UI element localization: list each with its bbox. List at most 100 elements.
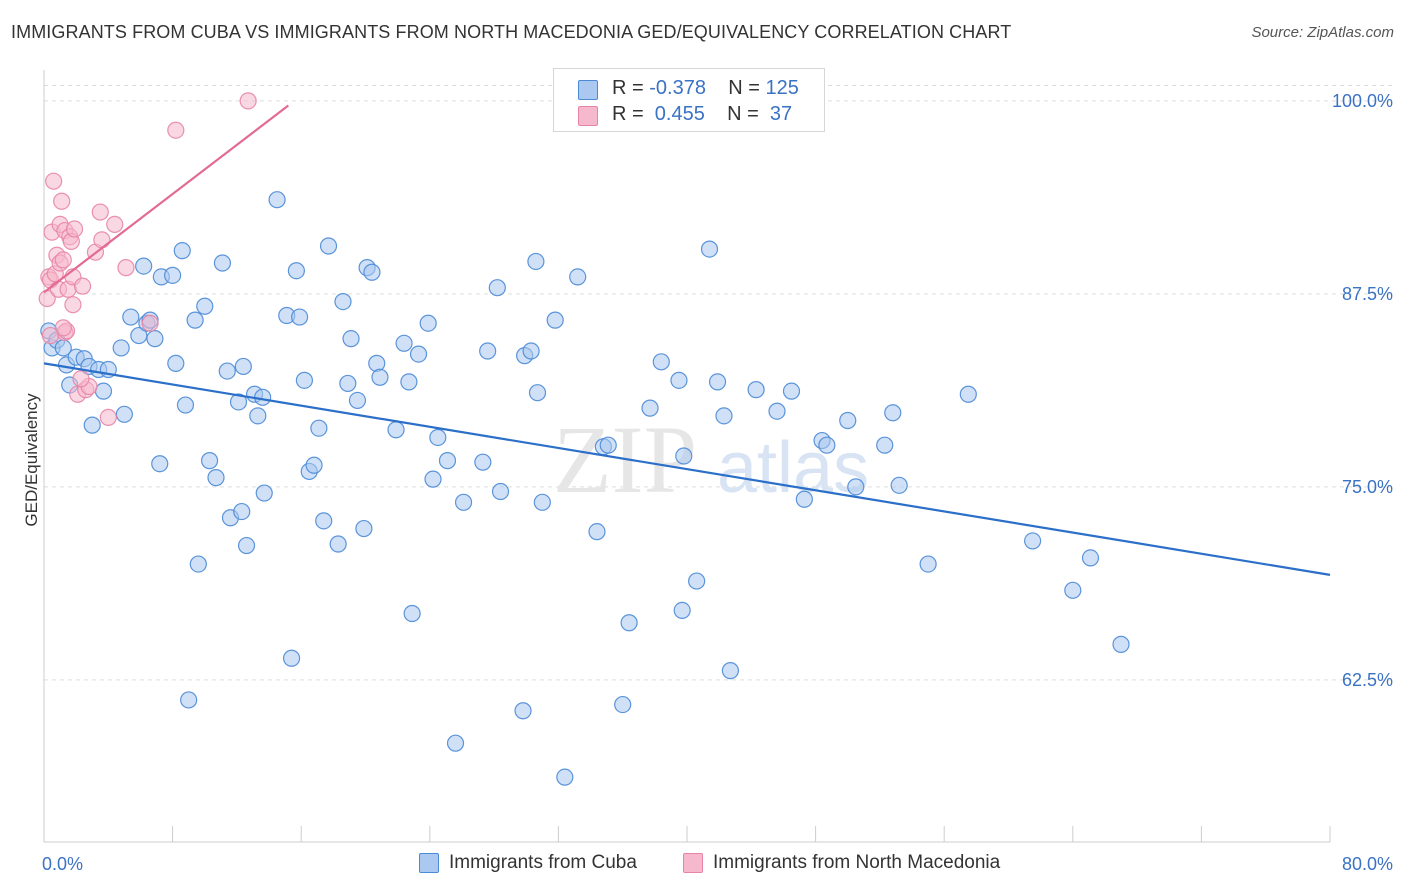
source-credit: Source: ZipAtlas.com: [1251, 24, 1394, 41]
cuba-point-62: [363, 263, 381, 281]
cuba-point-70: [419, 314, 437, 332]
cuba-point-87: [556, 768, 574, 786]
cuba-point-111: [847, 478, 865, 496]
cuba-point-92: [614, 695, 632, 714]
legend-swatch-macedonia: [683, 853, 703, 873]
cuba-point-71: [424, 470, 442, 488]
macedonia-point-29: [106, 215, 124, 233]
macedonia-point-30: [117, 259, 135, 277]
cuba-point-27: [180, 691, 198, 709]
cuba-point-77: [479, 342, 497, 360]
cuba-point-114: [890, 476, 908, 494]
cuba-point-37: [233, 502, 251, 521]
stats-r-label: R =: [612, 77, 644, 99]
cuba-point-85: [533, 493, 551, 511]
stats-r-label: R =: [612, 103, 644, 125]
cuba-point-31: [200, 452, 219, 470]
y-tick-label-0: 62.5%: [1342, 670, 1393, 690]
cuba-point-82: [522, 342, 540, 360]
cuba-point-53: [315, 512, 333, 530]
macedonia-point-26: [91, 203, 109, 221]
macedonia-point-22: [73, 277, 92, 295]
macedonia-point-34: [54, 319, 72, 337]
cuba-point-9: [83, 416, 101, 434]
macedonia-point-36: [72, 370, 90, 388]
cuba-point-69: [409, 345, 428, 363]
cuba-point-84: [528, 384, 547, 402]
cuba-point-116: [959, 385, 977, 403]
cuba-point-51: [305, 456, 323, 474]
cuba-point-48: [290, 308, 309, 326]
cuba-point-33: [213, 254, 232, 272]
stats-n-value-macedonia: 37: [764, 103, 793, 125]
cuba-point-39: [237, 536, 256, 555]
cuba-point-44: [268, 191, 286, 209]
cuba-point-104: [747, 381, 765, 399]
chart-title: IMMIGRANTS FROM CUBA VS IMMIGRANTS FROM …: [11, 22, 1012, 42]
x-tick-labels: 0.0% 80.0%: [42, 854, 1393, 874]
cuba-point-30: [196, 297, 214, 315]
cuba-point-15: [122, 308, 140, 326]
cuba-point-76: [474, 453, 492, 471]
cuba-point-24: [167, 354, 185, 372]
stats-r-value-cuba: -0.378: [649, 77, 706, 99]
cuba-point-46: [282, 649, 301, 667]
cuba-point-14: [115, 405, 133, 423]
y-tick-label-3: 100.0%: [1332, 91, 1393, 111]
cuba-point-26: [176, 396, 195, 414]
cuba-point-63: [368, 354, 386, 372]
cuba-point-16: [130, 326, 148, 345]
cuba-point-54: [319, 237, 338, 255]
cuba-point-80: [514, 702, 532, 720]
trend-lines: [43, 104, 1331, 576]
legend-label-cuba: Immigrants from Cuba: [449, 852, 637, 873]
cuba-point-110: [839, 411, 857, 430]
cuba-point-36: [229, 393, 248, 411]
macedonia-point-33: [239, 92, 257, 110]
macedonia-point-4: [45, 172, 63, 190]
cuba-point-103: [721, 662, 740, 680]
cuba-point-95: [652, 353, 670, 371]
cuba-point-79: [491, 482, 510, 501]
cuba-point-98: [675, 447, 693, 465]
cuba-point-28: [186, 311, 204, 329]
cuba-point-97: [673, 601, 691, 620]
macedonia-point-10: [53, 192, 71, 210]
cuba-point-17: [135, 257, 153, 275]
cuba-point-86: [546, 311, 564, 329]
cuba-point-115: [919, 555, 937, 573]
cuba-point-100: [700, 240, 719, 258]
cuba-point-41: [249, 407, 267, 425]
cuba-point-72: [429, 428, 447, 447]
cuba-point-106: [782, 382, 801, 400]
cuba-point-91: [599, 436, 617, 454]
stats-n-value-cuba: 125: [765, 77, 799, 99]
cuba-point-94: [641, 399, 659, 417]
cuba-point-78: [488, 279, 506, 297]
y-axis-label: GED/Equivalency: [22, 393, 41, 527]
cuba-point-59: [348, 391, 367, 410]
cuba-point-56: [334, 293, 352, 311]
cuba-point-73: [438, 452, 457, 470]
cuba-point-64: [371, 368, 389, 386]
cuba-point-119: [1081, 549, 1100, 567]
cuba-point-11: [94, 382, 113, 400]
cuba-point-47: [287, 262, 305, 280]
axes: [43, 70, 1331, 843]
cuba-point-102: [715, 407, 733, 425]
cuba-point-112: [876, 436, 894, 454]
cuba-point-38: [234, 357, 252, 376]
cuba-point-120: [1112, 635, 1130, 653]
cuba-point-25: [173, 242, 191, 260]
macedonia-point-18: [64, 296, 82, 314]
cuba-point-60: [355, 519, 373, 538]
cuba-point-74: [446, 734, 465, 752]
cuba-point-118: [1064, 581, 1082, 599]
cuba-point-23: [164, 266, 182, 284]
stats-r-value-macedonia: 0.455: [649, 103, 705, 125]
macedonia-point-31: [141, 314, 159, 332]
cuba-point-93: [620, 614, 638, 632]
cuba-point-101: [708, 373, 727, 391]
cuba-point-55: [329, 535, 347, 553]
